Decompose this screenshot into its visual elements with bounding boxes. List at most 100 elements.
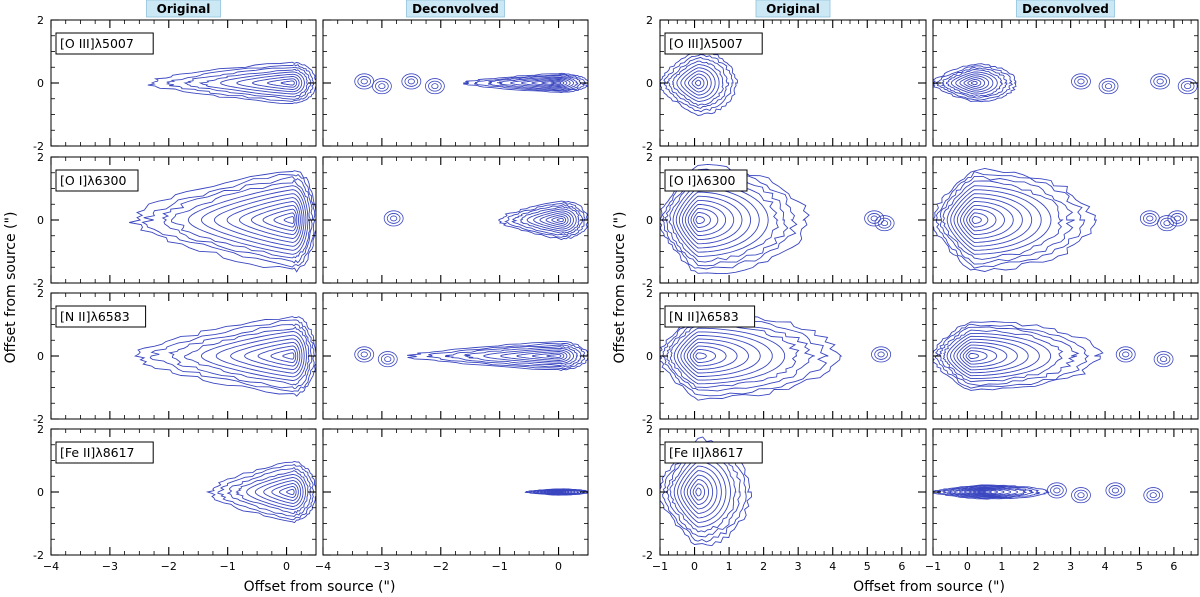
contour-knot [1173,215,1181,222]
x-tick-label: 4 [829,560,836,573]
contour-knot [1105,482,1126,499]
x-tick-label: 2 [760,560,767,573]
contour-knot [1180,80,1195,92]
column-title-box [146,0,221,18]
contour-level [676,64,720,102]
contour-knot [357,349,372,360]
contour-level [680,465,722,519]
contour-knot [1077,492,1085,499]
contour-level [129,170,316,273]
contour-knot [1156,353,1171,365]
contour-level [965,350,988,362]
panel-frame [932,19,1199,147]
y-tick-label: 0 [37,486,44,499]
line-label: [Fe II]λ8617 [60,445,135,460]
contour-knot [371,78,392,95]
contour-knot [386,213,401,224]
contour-level [963,204,1005,236]
y-tick-label: 2 [646,151,653,164]
contour-level [283,216,295,224]
contour-level [273,212,296,228]
y-tick-label: 2 [37,287,44,300]
contour-level [463,346,578,366]
contour-knot [1159,356,1168,363]
line-label: [O I]λ6300 [669,173,736,188]
panel-left-original-row4: -2 0 2 [Fe II]λ8617 −4 −3 −2 −1 0 [33,423,317,573]
contour-level [955,73,994,93]
panel-right-original-row4: -2 0 2 [Fe II]λ8617 −1 0 1 2 3 4 5 6 [642,423,927,573]
contour-level [147,61,316,104]
contour-level [250,204,299,236]
contour-level [681,195,743,245]
x-tick-label: 5 [1136,560,1143,573]
contour-level [556,217,564,223]
contour-knot [1071,487,1091,504]
contour-level [198,68,309,98]
contour-level [660,50,738,116]
contour-set [134,316,316,397]
contour-level [531,352,565,360]
contour-level [531,79,568,87]
contour-level [677,461,727,523]
x-tick-label: 1 [726,560,733,573]
contour-level [958,488,1012,496]
contour-level [684,199,735,241]
y-tick-label: 2 [37,151,44,164]
y-tick-label: 0 [646,77,653,90]
x-tick-label: −1 [492,560,508,573]
y-tick-label: 0 [37,77,44,90]
line-label-box [664,305,756,328]
contour-set [933,482,1164,504]
contour-level [946,332,1052,380]
x-tick-label: −2 [433,560,449,573]
contour-knot [1101,80,1116,92]
line-label: [N II]λ6583 [669,309,739,324]
column-title-box [755,0,831,18]
contour-level [500,349,571,363]
panel-right-original-row3: -2 0 2 [N II]λ6583 [642,287,927,426]
panel-right-deconvolved-row4: −1 0 1 2 3 4 5 6 [925,428,1199,573]
contour-knot [1074,76,1088,87]
panel-left-deconvolved-row1 [322,19,589,147]
contour-level [956,197,1023,243]
column-title: Original [766,2,820,16]
contour-knot [375,80,389,92]
y-axis-label: Offset from source (") [612,212,628,364]
x-tick-label: 2 [1033,560,1040,573]
contour-level [963,77,986,89]
panel-frame [322,156,589,284]
panel-frame [322,19,589,147]
x-tick-label: −3 [374,560,390,573]
contour-knot [1118,349,1133,360]
contour-level [966,208,997,232]
contour-knot [1184,83,1192,90]
contour-level [960,201,1014,239]
contour-knot [1111,487,1120,494]
contour-knot [357,76,372,87]
contour-knot [1153,76,1167,87]
contour-level [963,488,1005,496]
contour-set [933,63,1198,103]
contour-knot [1053,487,1061,494]
y-axis-label: Offset from source (") [3,212,19,364]
panel-right-deconvolved-row3 [932,292,1199,420]
contour-knot [1143,487,1164,504]
contour-knot [1122,351,1130,358]
contour-set [933,167,1188,272]
contour-set [933,321,1174,391]
contour-knot [380,353,395,365]
x-tick-label: 4 [1102,560,1109,573]
contour-set [129,170,316,273]
panel-right-deconvolved-row2 [932,156,1199,284]
x-tick-label: 6 [1170,560,1177,573]
line-label: [O III]λ5007 [60,36,134,51]
contour-knot [1146,489,1161,501]
contour-level [141,173,316,268]
contour-level [934,323,1090,389]
panel-left-original-row2: -2 0 2 [O I]λ6300 [33,151,317,290]
contour-knot [1050,485,1064,496]
x-tick-label: −1 [652,560,668,573]
line-label-box [55,441,154,464]
contour-knot [384,356,392,363]
x-tick-label: −2 [161,560,177,573]
